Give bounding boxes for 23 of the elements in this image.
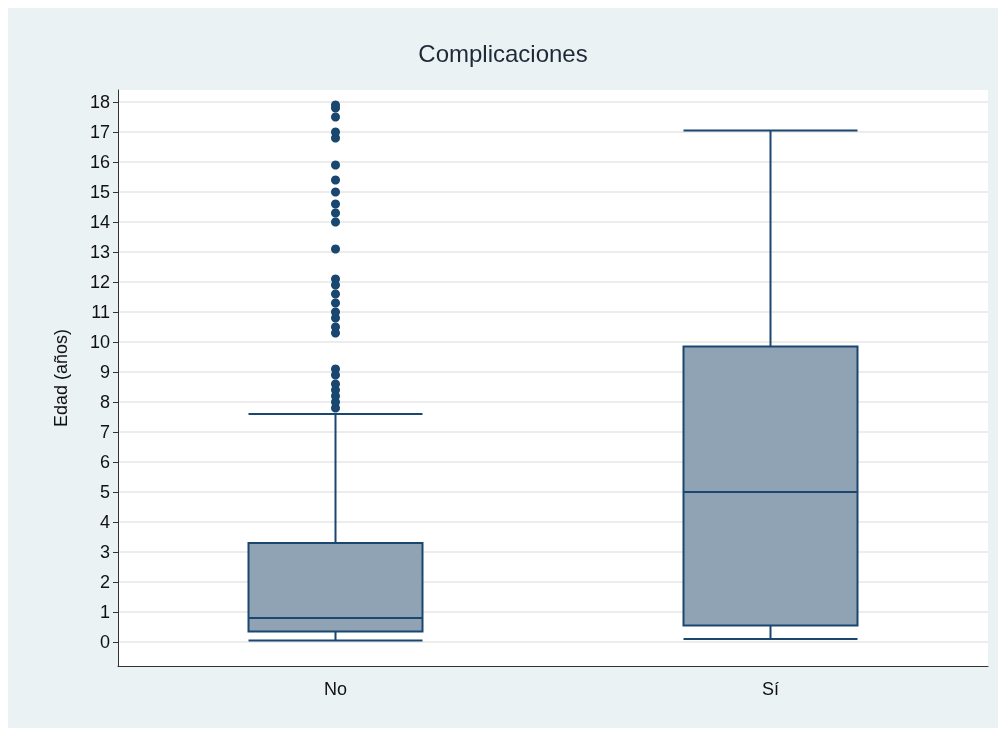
- x-tick-label: No: [323, 679, 348, 699]
- y-tick-label: 11: [91, 302, 110, 322]
- y-tick-label: 16: [89, 152, 110, 172]
- y-tick-label: 8: [99, 392, 110, 412]
- y-tick-label: 9: [99, 362, 110, 382]
- y-tick-label: 10: [89, 332, 110, 352]
- y-tick-label: 15: [89, 182, 110, 202]
- y-axis-title: Edad (años): [51, 328, 71, 428]
- chart-title: Complicaciones: [418, 39, 588, 67]
- y-tick-label: 17: [89, 122, 110, 142]
- y-tick-label: 4: [99, 512, 110, 532]
- y-tick-label: 3: [99, 542, 110, 562]
- y-tick-label: 0: [99, 632, 110, 652]
- y-tick-label: 18: [89, 92, 110, 112]
- x-tick-label: Sí: [761, 679, 780, 699]
- y-tick-label: 14: [89, 212, 110, 232]
- y-tick-label: 12: [89, 272, 110, 292]
- y-tick-label: 6: [99, 452, 110, 472]
- y-tick-label: 1: [99, 602, 110, 622]
- y-tick-label: 2: [99, 572, 110, 592]
- y-tick-label: 5: [99, 482, 110, 502]
- y-tick-label: 13: [89, 242, 110, 262]
- y-tick-label: 7: [99, 422, 110, 442]
